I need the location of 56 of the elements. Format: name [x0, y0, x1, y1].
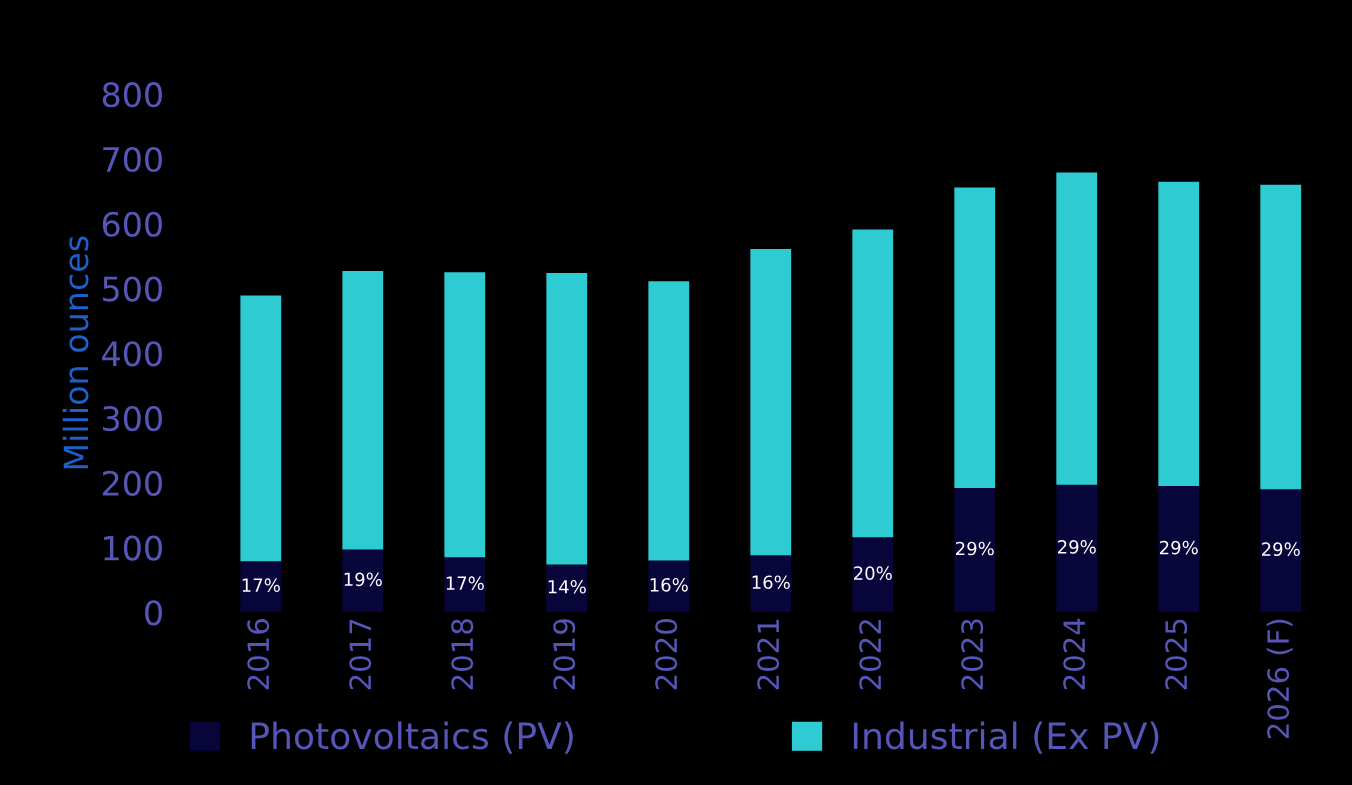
annotation: 14% [548, 579, 586, 594]
annotation: 29% [1159, 540, 1198, 555]
bar [342, 271, 384, 550]
bar [546, 564, 588, 613]
x-tick-label: 2021 [757, 619, 780, 690]
y-tick-label: 400 [102, 341, 162, 367]
bar [648, 281, 690, 561]
x-tick-label: 2018 [451, 619, 474, 690]
bar [852, 537, 894, 613]
y-tick-label: 800 [102, 82, 162, 108]
x-tick-label: 2025 [1165, 619, 1188, 690]
bar [852, 229, 894, 538]
bar [444, 557, 486, 613]
annotation: 29% [1057, 540, 1096, 554]
y-tick-label: 600 [102, 211, 162, 237]
y-tick-label: 100 [104, 535, 162, 561]
bar [240, 295, 282, 562]
annotation: 20% [854, 566, 892, 580]
bar [954, 487, 996, 613]
annotation: 29% [1261, 542, 1300, 557]
y-tick-label: 200 [102, 470, 162, 496]
annotation: 16% [752, 575, 790, 590]
annotation: 17% [446, 576, 484, 591]
bar [444, 272, 486, 558]
y-axis-title: Million ounces [62, 236, 89, 469]
annotation: 16% [650, 577, 688, 592]
x-tick-label: 2016 [247, 619, 270, 690]
bar [1260, 184, 1302, 490]
annotation: 29% [956, 541, 994, 556]
x-tick-label: 2023 [961, 619, 984, 690]
bar [648, 560, 690, 613]
y-tick-label: 500 [103, 276, 162, 302]
bar [240, 561, 282, 613]
bar [1158, 486, 1200, 613]
annotation: 19% [344, 572, 382, 587]
legend-label: Industrial (Ex PV) [853, 721, 1159, 754]
bar [750, 248, 792, 556]
y-tick-label: 0 [145, 600, 162, 626]
bar [1158, 181, 1200, 487]
y-tick-label: 700 [103, 146, 162, 173]
bar [1056, 484, 1098, 613]
y-tick-label: 300 [103, 405, 162, 432]
x-tick-label: 2026 (F) [1266, 619, 1293, 739]
bar [546, 272, 588, 565]
annotation: 17% [242, 578, 280, 592]
bar [1260, 489, 1302, 613]
x-tick-label: 2017 [349, 619, 372, 690]
x-tick-label: 2019 [553, 619, 576, 690]
bar [750, 555, 792, 613]
bar [954, 187, 996, 488]
x-tick-label: 2020 [655, 619, 678, 690]
bar [342, 549, 384, 613]
legend-label: Photovoltaics (PV) [251, 721, 573, 754]
bar [1056, 172, 1098, 485]
x-tick-label: 2024 [1063, 618, 1086, 690]
x-tick-label: 2022 [859, 620, 882, 690]
